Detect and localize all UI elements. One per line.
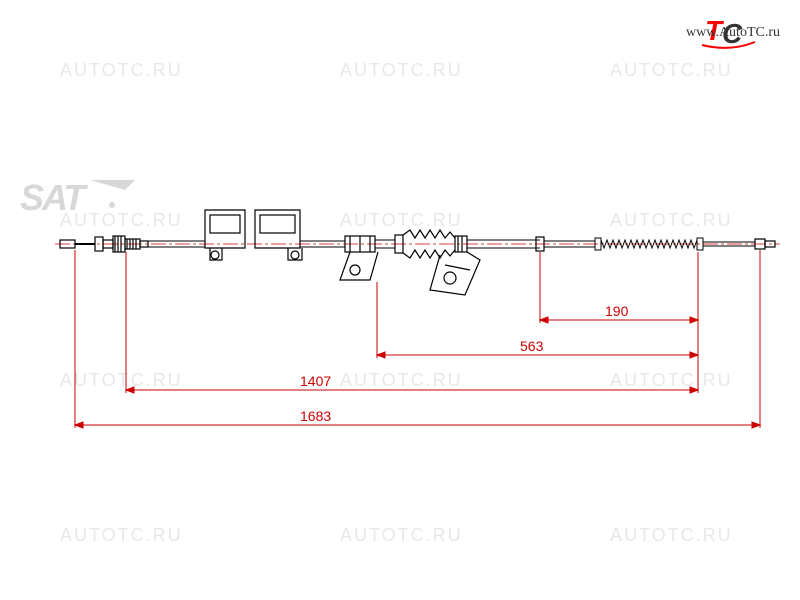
technical-drawing [0, 0, 800, 600]
bracket-1 [205, 210, 245, 260]
dim-label-1683: 1683 [300, 408, 331, 424]
bracket-2 [255, 210, 302, 260]
center-bracket [340, 236, 378, 280]
dim-label-1407: 1407 [300, 373, 331, 389]
angled-bracket [430, 252, 480, 295]
dimension-lines [75, 250, 760, 428]
dim-label-190: 190 [605, 303, 628, 319]
dim-label-563: 563 [520, 338, 543, 354]
